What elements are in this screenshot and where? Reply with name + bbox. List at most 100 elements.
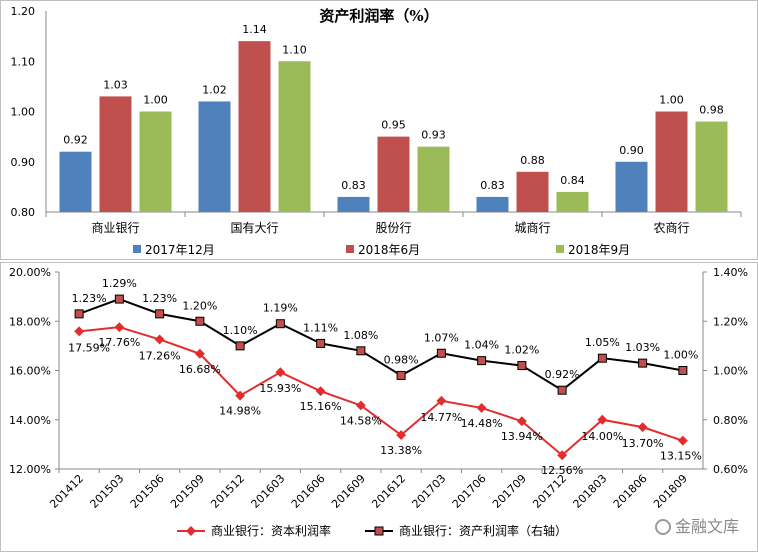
bar	[516, 171, 549, 212]
y-tick-label: 1.00	[11, 106, 36, 119]
data-point	[476, 402, 487, 413]
legend-label: 2018年9月	[568, 243, 630, 257]
data-point	[114, 322, 125, 333]
data-label-asset-return: 1.04%	[464, 339, 499, 352]
data-label-capital-return: 16.68%	[179, 363, 221, 376]
bar-value-label: 0.84	[560, 174, 585, 187]
left-tick-label: 14.00%	[9, 414, 51, 427]
right-tick-label: 1.00%	[713, 365, 748, 378]
data-label-asset-return: 1.02%	[504, 344, 539, 357]
bar-value-label: 0.92	[63, 134, 88, 147]
data-point	[637, 422, 648, 433]
x-tick-label: 201503	[88, 472, 127, 511]
legend-swatch	[556, 245, 564, 253]
line-chart: 12.00% 14.00% 16.00% 18.00% 20.00% 0.60% 0.80%…	[9, 266, 748, 538]
bar-chart: 资产利润率（%） 0.80 0.90 1.00 1.10 1.20 商业银行 0.92 1.03…	[11, 5, 742, 257]
line-chart-panel: 12.00% 14.00% 16.00% 18.00% 20.00% 0.60% 0.80%…	[0, 262, 758, 552]
data-point	[235, 390, 246, 401]
legend-marker-asset-return	[374, 526, 384, 536]
x-tick-label: 农商行	[653, 220, 689, 235]
data-point	[194, 348, 205, 359]
x-tick-label: 201706	[450, 472, 489, 511]
bar-value-label: 0.98	[699, 104, 724, 117]
bar-value-label: 0.95	[381, 119, 406, 132]
data-label-capital-return: 17.59%	[68, 341, 110, 354]
x-tick-label: 201412	[47, 472, 86, 511]
legend-swatch	[346, 245, 354, 253]
data-label-capital-return: 14.77%	[420, 411, 462, 424]
data-label-asset-return: 1.11%	[303, 321, 338, 334]
data-label-capital-return: 12.56%	[541, 464, 583, 477]
x-tick-label: 201703	[410, 472, 449, 511]
data-point	[114, 294, 124, 304]
data-label-capital-return: 13.70%	[622, 437, 664, 450]
data-label-asset-return: 1.07%	[424, 331, 459, 344]
data-label-asset-return: 1.23%	[142, 292, 177, 305]
data-label-asset-return: 0.92%	[545, 368, 580, 381]
data-point	[275, 319, 285, 329]
data-label-capital-return: 13.94%	[501, 430, 543, 443]
data-point	[677, 435, 688, 446]
y-tick-label: 1.20	[11, 5, 36, 18]
data-label-capital-return: 15.93%	[259, 382, 301, 395]
bar-value-label: 0.93	[421, 129, 446, 142]
legend-label-capital-return: 商业银行：资本利润率	[211, 523, 331, 538]
left-tick-label: 18.00%	[9, 315, 51, 328]
watermark-icon	[654, 519, 671, 535]
bar	[59, 151, 92, 212]
data-label-capital-return: 13.15%	[660, 450, 702, 463]
data-label-asset-return: 0.98%	[384, 353, 419, 366]
bar-value-label: 1.14	[242, 23, 267, 36]
data-label-asset-return: 1.29%	[102, 277, 137, 290]
right-tick-label: 1.20%	[713, 315, 748, 328]
x-tick-label: 201709	[490, 472, 529, 511]
bar	[476, 196, 509, 212]
y-tick-label: 1.10	[11, 55, 36, 68]
legend-label-asset-return: 商业银行：资产利润率（右轴）	[399, 523, 567, 538]
data-point	[235, 341, 245, 351]
data-label-asset-return: 1.23%	[72, 292, 107, 305]
left-tick-label: 20.00%	[9, 266, 51, 279]
data-point	[516, 416, 527, 427]
legend-label: 2018年6月	[358, 243, 420, 257]
x-tick-label: 201803	[571, 472, 610, 511]
data-label-asset-return: 1.00%	[663, 349, 698, 362]
bar-value-label: 1.10	[282, 43, 307, 56]
bar	[139, 111, 172, 212]
x-tick-label: 201603	[249, 472, 288, 511]
bar	[238, 41, 271, 213]
data-label-capital-return: 17.26%	[139, 349, 181, 362]
data-point	[195, 316, 205, 326]
data-label-capital-return: 15.16%	[300, 400, 342, 413]
data-point	[597, 414, 608, 425]
x-tick-label: 201712	[530, 472, 569, 511]
data-point	[557, 450, 568, 461]
data-label-asset-return: 1.05%	[585, 336, 620, 349]
bar	[417, 146, 450, 212]
data-point	[155, 309, 165, 319]
data-point	[517, 361, 527, 371]
x-tick-label: 201806	[611, 472, 650, 511]
data-point	[678, 366, 688, 375]
bar-value-label: 0.83	[341, 179, 366, 192]
series-line-capital-return	[79, 326, 684, 457]
left-tick-label: 16.00%	[9, 365, 51, 378]
data-label-asset-return: 1.03%	[625, 341, 660, 354]
bar	[695, 121, 728, 212]
bar-value-label: 0.88	[520, 154, 545, 167]
data-point	[597, 353, 607, 363]
right-tick-label: 0.60%	[713, 463, 748, 476]
bar	[198, 101, 231, 212]
legend-marker-capital-return	[186, 526, 196, 536]
watermark-text: 金融文库	[674, 517, 739, 536]
data-label-asset-return: 1.10%	[223, 324, 258, 337]
data-point	[154, 334, 165, 345]
legend-swatch	[133, 245, 141, 253]
data-label-capital-return: 17.76%	[98, 336, 140, 349]
data-label-asset-return: 1.20%	[182, 299, 217, 312]
data-point	[396, 370, 406, 380]
y-tick-label: 0.90	[11, 156, 36, 169]
x-tick-label: 201509	[168, 472, 207, 511]
data-point	[74, 326, 85, 337]
bar-value-label: 1.00	[659, 94, 684, 107]
